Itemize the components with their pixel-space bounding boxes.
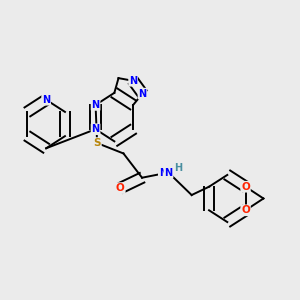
Text: O: O bbox=[241, 182, 250, 192]
Text: N: N bbox=[92, 124, 100, 134]
Text: N: N bbox=[129, 76, 137, 86]
Text: O: O bbox=[116, 183, 125, 193]
Text: N: N bbox=[159, 167, 167, 178]
Text: N: N bbox=[164, 167, 172, 178]
Text: N: N bbox=[42, 95, 50, 105]
Text: H: H bbox=[174, 164, 182, 173]
Text: N: N bbox=[138, 88, 146, 99]
Text: O: O bbox=[241, 205, 250, 215]
Text: H: H bbox=[164, 167, 172, 178]
Text: S: S bbox=[93, 138, 101, 148]
Text: N: N bbox=[92, 100, 100, 110]
